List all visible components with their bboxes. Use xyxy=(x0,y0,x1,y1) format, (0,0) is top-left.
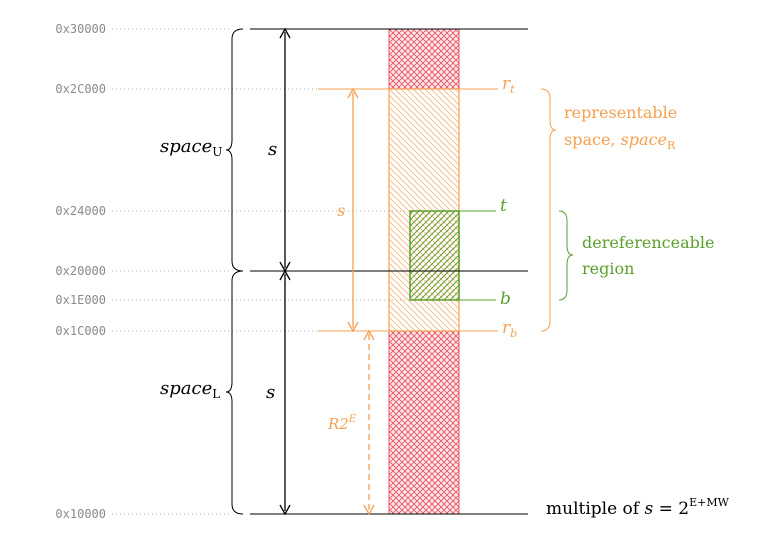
address-labels: 0x30000 0x2C000 0x24000 0x20000 0x1E000 … xyxy=(55,22,106,521)
space-upper-label: spaceU xyxy=(160,136,222,159)
representable-label-line1: representable xyxy=(564,103,677,122)
s-representable-label: s xyxy=(337,201,345,220)
r-bottom-label: rb xyxy=(502,318,517,340)
address-guides xyxy=(112,28,410,515)
representable-label-line2: space, spaceR xyxy=(564,130,676,152)
multiple-of-s-label: multiple of s = 2E+MW xyxy=(546,496,730,519)
lower-s-arrow xyxy=(279,269,291,516)
upper-unrepresentable-region xyxy=(388,28,460,90)
s-lower-label: s xyxy=(266,382,275,403)
representable-bound-lines xyxy=(318,88,498,332)
address-label: 0x30000 xyxy=(55,22,106,36)
dereferenceable-label-line1: dereferenceable xyxy=(582,233,714,252)
address-label: 0x2C000 xyxy=(55,82,106,96)
dereferenceable-brace xyxy=(558,210,574,301)
r-top-label: rt xyxy=(502,74,515,96)
lower-unrepresentable-region xyxy=(388,330,460,515)
address-label: 0x1E000 xyxy=(55,293,106,307)
dereferenceable-label-line2: region xyxy=(582,259,634,278)
dereferenceable-region-box xyxy=(409,210,460,301)
representable-brace xyxy=(540,88,557,332)
dereferenceable-bound-lines xyxy=(459,210,496,301)
space-lower-label: spaceL xyxy=(160,378,220,401)
r2e-dashed-arrow xyxy=(363,329,375,516)
representable-s-arrow xyxy=(347,87,359,333)
boundary-lines xyxy=(250,28,528,515)
upper-s-arrow xyxy=(279,27,291,273)
space-upper-brace xyxy=(225,28,244,272)
b-label: b xyxy=(500,289,511,309)
address-label: 0x10000 xyxy=(55,507,106,521)
space-lower-brace xyxy=(225,270,244,515)
address-label: 0x20000 xyxy=(55,264,106,278)
t-label: t xyxy=(500,196,507,216)
s-upper-label: s xyxy=(268,139,277,160)
address-label: 0x1C000 xyxy=(55,324,106,338)
address-label: 0x24000 xyxy=(55,204,106,218)
r2e-label: R2E xyxy=(327,414,357,433)
